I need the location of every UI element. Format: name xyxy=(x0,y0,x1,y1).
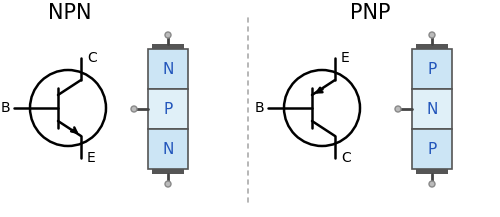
Bar xyxy=(148,49,188,89)
Bar xyxy=(416,44,448,49)
Circle shape xyxy=(429,32,435,38)
Circle shape xyxy=(165,32,171,38)
Text: B: B xyxy=(0,101,10,115)
Circle shape xyxy=(429,181,435,187)
Circle shape xyxy=(395,106,401,112)
Text: PNP: PNP xyxy=(350,3,390,23)
Text: P: P xyxy=(428,61,436,77)
Text: N: N xyxy=(162,61,173,77)
Circle shape xyxy=(131,106,137,112)
Bar xyxy=(148,89,188,129)
Bar xyxy=(412,89,452,129)
Bar xyxy=(412,49,452,89)
Text: C: C xyxy=(87,51,97,65)
Text: N: N xyxy=(162,141,173,156)
Text: NPN: NPN xyxy=(48,3,92,23)
Text: E: E xyxy=(87,151,96,165)
Bar xyxy=(148,129,188,169)
Text: P: P xyxy=(164,102,172,117)
Text: N: N xyxy=(426,102,438,117)
Circle shape xyxy=(165,181,171,187)
Bar xyxy=(416,169,448,174)
Bar xyxy=(152,169,184,174)
Text: E: E xyxy=(341,51,350,65)
Bar xyxy=(412,129,452,169)
Text: B: B xyxy=(254,101,264,115)
Text: P: P xyxy=(428,141,436,156)
Bar xyxy=(152,44,184,49)
Text: C: C xyxy=(341,151,351,165)
